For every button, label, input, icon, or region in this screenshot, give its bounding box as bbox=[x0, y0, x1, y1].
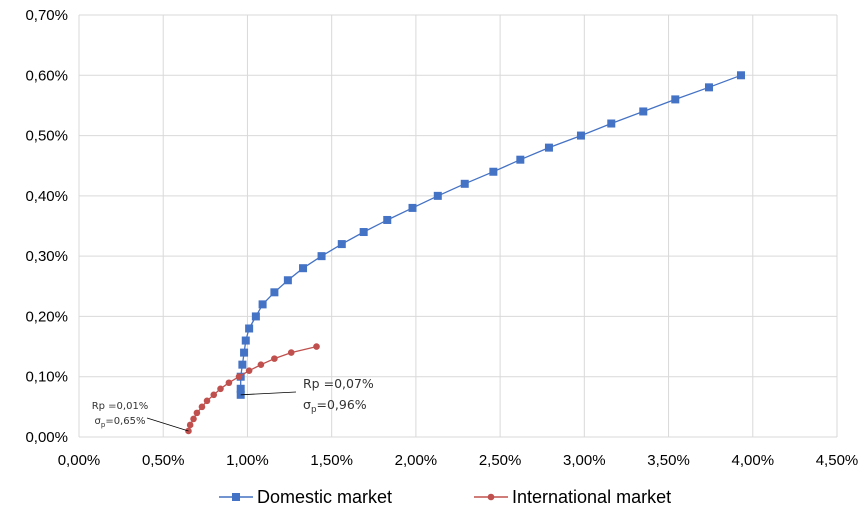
data-point bbox=[210, 391, 218, 399]
annotation-line1: Rp =0,07% bbox=[303, 376, 374, 391]
data-point bbox=[217, 385, 224, 393]
series-layer bbox=[185, 71, 745, 435]
data-point bbox=[576, 131, 585, 140]
annotation-leader bbox=[146, 417, 189, 432]
x-tick-label: 0,50% bbox=[142, 452, 185, 469]
data-point bbox=[235, 373, 243, 381]
data-point bbox=[408, 203, 417, 212]
annotation-line2: σp=0,96% bbox=[303, 397, 367, 415]
y-tick-label: 0,10% bbox=[25, 369, 68, 386]
data-point bbox=[433, 191, 442, 200]
annotation-line2: σp=0,65% bbox=[95, 416, 146, 429]
x-tick-label: 2,50% bbox=[479, 452, 522, 469]
data-point bbox=[283, 276, 292, 285]
x-tick-label: 3,00% bbox=[563, 452, 606, 469]
data-point bbox=[317, 252, 326, 261]
series-domestic-market bbox=[236, 71, 745, 399]
y-tick-label: 0,50% bbox=[25, 128, 68, 145]
legend-label: International market bbox=[512, 487, 671, 507]
data-point bbox=[489, 167, 498, 176]
x-tick-label: 2,00% bbox=[395, 452, 438, 469]
data-point bbox=[225, 379, 233, 387]
y-tick-label: 0,70% bbox=[25, 7, 68, 24]
y-tick-label: 0,40% bbox=[25, 188, 68, 205]
data-point bbox=[186, 421, 194, 429]
data-point bbox=[190, 415, 197, 423]
data-point bbox=[383, 215, 392, 224]
data-point bbox=[639, 107, 648, 116]
annotation-layer: Rp =0,01% σp=0,65% Rp =0,07% σp=0,96% bbox=[92, 376, 374, 432]
axis-tick-labels: 0,00% 0,10% 0,20% 0,30% 0,40% 0,50% 0,60% 0,70%… bbox=[25, 7, 858, 469]
legend-swatch-marker bbox=[232, 493, 240, 501]
x-tick-label: 0,00% bbox=[58, 452, 101, 469]
data-point bbox=[245, 367, 253, 374]
legend-item: International market bbox=[474, 487, 671, 507]
data-point bbox=[236, 384, 245, 393]
data-point bbox=[258, 300, 267, 309]
y-tick-label: 0,20% bbox=[25, 308, 68, 325]
data-point bbox=[704, 83, 713, 92]
data-point bbox=[460, 179, 469, 188]
y-tick-label: 0,30% bbox=[25, 248, 68, 265]
data-point bbox=[198, 403, 206, 411]
data-point bbox=[299, 264, 308, 273]
data-point bbox=[271, 355, 278, 362]
data-point bbox=[544, 143, 553, 152]
series-line bbox=[240, 74, 742, 395]
data-point bbox=[313, 343, 320, 350]
data-point bbox=[257, 361, 265, 368]
data-point bbox=[337, 240, 346, 249]
data-point bbox=[287, 349, 295, 356]
x-tick-label: 3,50% bbox=[647, 452, 690, 469]
y-tick-label: 0,00% bbox=[25, 429, 68, 446]
data-point bbox=[245, 324, 254, 333]
legend-item: Domestic market bbox=[219, 487, 392, 507]
y-tick-label: 0,60% bbox=[25, 67, 68, 84]
data-point bbox=[516, 155, 525, 164]
legend: Domestic market International market bbox=[219, 487, 671, 507]
series-line bbox=[187, 345, 317, 432]
annotation-label: Rp =0,07% σp=0,96% bbox=[240, 376, 374, 415]
data-point bbox=[270, 288, 279, 297]
data-point bbox=[241, 336, 250, 345]
data-point bbox=[251, 312, 260, 321]
data-point bbox=[240, 348, 249, 357]
annotation-line1: Rp =0,01% bbox=[92, 401, 149, 412]
annotation-label: Rp =0,01% σp=0,65% bbox=[92, 401, 189, 432]
grid-lines bbox=[78, 14, 838, 438]
data-point bbox=[736, 71, 745, 80]
legend-label: Domestic market bbox=[257, 487, 392, 507]
data-point bbox=[203, 397, 211, 405]
series-international-market bbox=[185, 343, 320, 435]
x-tick-label: 4,00% bbox=[732, 452, 775, 469]
data-point bbox=[671, 95, 680, 104]
data-point bbox=[607, 119, 616, 128]
data-point bbox=[193, 409, 201, 417]
x-tick-label: 1,50% bbox=[310, 452, 353, 469]
x-tick-label: 1,00% bbox=[226, 452, 269, 469]
annotation-leader bbox=[240, 391, 297, 396]
data-point bbox=[359, 228, 368, 237]
legend-swatch-marker bbox=[487, 493, 495, 501]
x-tick-label: 4,50% bbox=[816, 452, 859, 469]
data-point bbox=[238, 360, 247, 369]
